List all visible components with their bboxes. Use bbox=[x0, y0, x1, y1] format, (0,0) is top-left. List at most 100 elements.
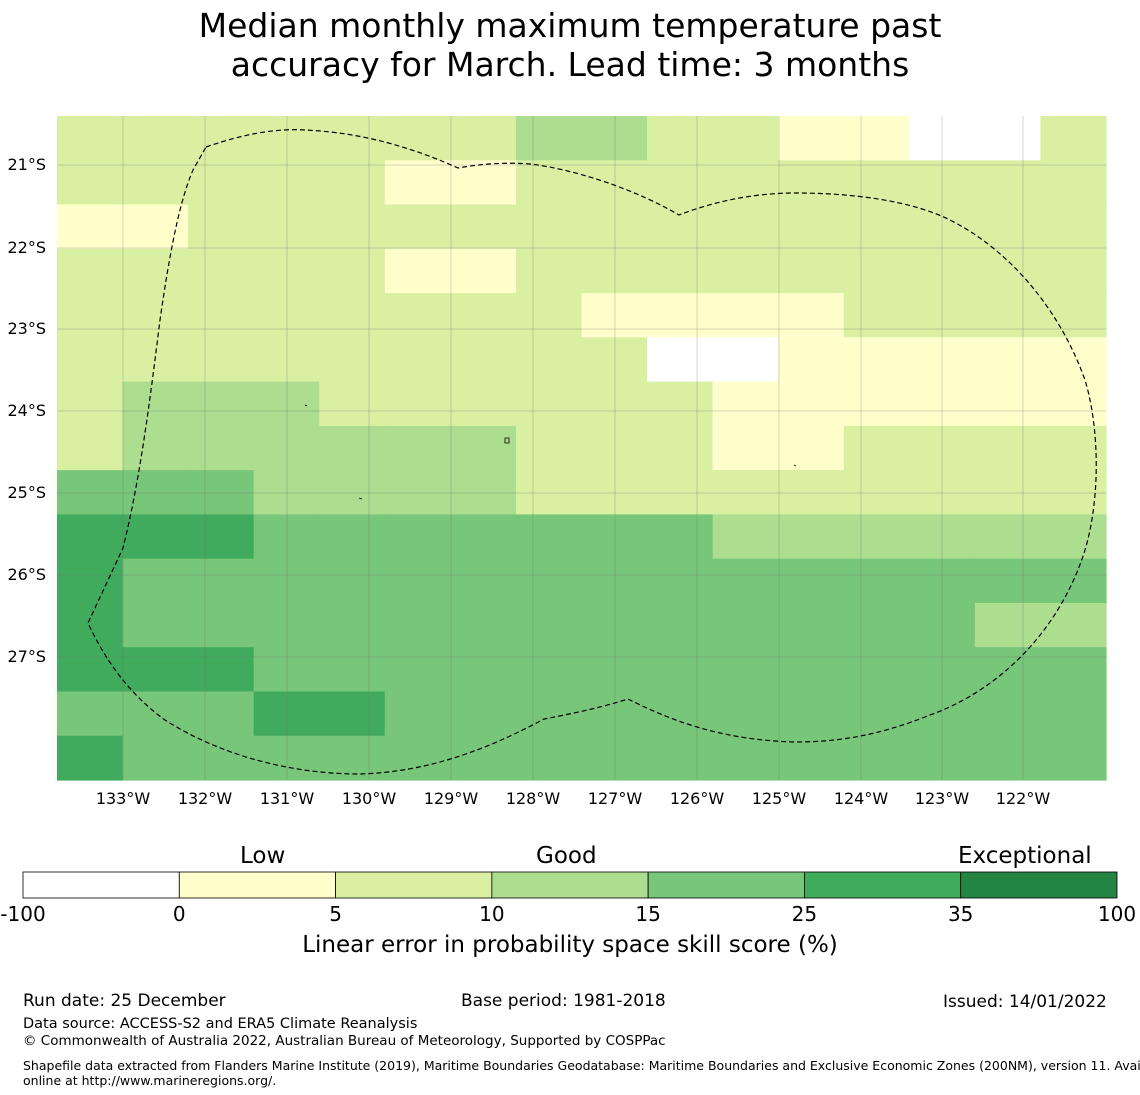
lon-label: 124°W bbox=[833, 789, 889, 808]
grid-cell bbox=[712, 470, 779, 515]
grid-cell bbox=[57, 160, 124, 206]
grid-cell bbox=[909, 691, 976, 737]
colorbar-segment bbox=[178, 871, 336, 899]
lon-label: 132°W bbox=[177, 789, 233, 808]
grid-cell bbox=[778, 116, 845, 161]
grid-cell bbox=[515, 337, 583, 383]
grid-cell bbox=[319, 160, 386, 206]
grid-cell bbox=[909, 735, 976, 781]
lon-label: 126°W bbox=[669, 789, 725, 808]
grid-cell bbox=[647, 337, 714, 383]
grid-cell bbox=[581, 691, 648, 737]
grid-cell bbox=[647, 204, 714, 250]
grid-cell bbox=[1040, 602, 1107, 648]
grid-cell bbox=[1040, 647, 1107, 693]
grid-cell bbox=[647, 602, 714, 648]
grid-cell bbox=[1040, 514, 1107, 560]
copyright: © Commonwealth of Australia 2022, Austra… bbox=[23, 1033, 666, 1049]
grid-cell bbox=[122, 381, 189, 427]
grid-cell bbox=[909, 381, 976, 427]
grid-cell bbox=[778, 248, 845, 294]
colorbar-segment bbox=[804, 871, 962, 899]
grid-cell bbox=[515, 116, 583, 161]
grid-cell bbox=[778, 558, 845, 604]
colorbar bbox=[22, 871, 1118, 899]
island-outline bbox=[793, 464, 797, 467]
grid-cell bbox=[384, 204, 451, 250]
grid-cell bbox=[974, 558, 1042, 604]
grid-cell bbox=[122, 558, 189, 604]
grid-cell bbox=[581, 248, 648, 294]
grid-cell bbox=[647, 160, 714, 206]
lon-label: 130°W bbox=[341, 789, 397, 808]
lon-label: 128°W bbox=[505, 789, 561, 808]
grid-cell bbox=[581, 470, 648, 515]
shapefile-credit: Shapefile data extracted from Flanders M… bbox=[23, 1058, 1140, 1088]
colorbar-tick-label: 15 bbox=[635, 902, 661, 926]
grid-cell bbox=[57, 602, 124, 648]
grid-cell bbox=[1040, 293, 1107, 338]
island-outline bbox=[304, 404, 308, 407]
grid-cell bbox=[843, 337, 910, 383]
grid-cell bbox=[712, 691, 779, 737]
grid-cell bbox=[450, 602, 517, 648]
grid-cell bbox=[581, 293, 648, 338]
colorbar-segment bbox=[22, 871, 180, 899]
grid-cell bbox=[319, 248, 386, 294]
grid-cell bbox=[188, 647, 255, 693]
grid-cell bbox=[515, 558, 583, 604]
island-outline bbox=[504, 437, 510, 444]
grid-cell bbox=[647, 116, 714, 161]
grid-cell bbox=[450, 470, 517, 515]
grid-cell bbox=[319, 647, 386, 693]
grid-cell bbox=[581, 160, 648, 206]
grid-cell bbox=[974, 337, 1042, 383]
grid-cell bbox=[384, 425, 451, 471]
colorbar-tick-label: 0 bbox=[172, 902, 186, 926]
grid-cell bbox=[647, 381, 714, 427]
grid-cell bbox=[581, 602, 648, 648]
grid-cell bbox=[188, 248, 255, 294]
map-title-line-1: Median monthly maximum temperature past bbox=[198, 6, 942, 45]
grid-cell bbox=[122, 116, 189, 161]
grid-cell bbox=[712, 293, 779, 338]
grid-cell bbox=[450, 116, 517, 161]
grid-cell bbox=[384, 647, 451, 693]
grid-cell bbox=[778, 425, 845, 471]
grid-cell bbox=[843, 160, 910, 206]
grid-cell bbox=[384, 514, 451, 560]
grid-cell bbox=[57, 248, 124, 294]
grid-cell bbox=[843, 735, 910, 781]
grid-cell bbox=[974, 381, 1042, 427]
grid-cell bbox=[450, 691, 517, 737]
grid-cell bbox=[712, 116, 779, 161]
island-outline bbox=[358, 497, 363, 500]
grid-cell bbox=[515, 293, 583, 338]
grid-cell bbox=[122, 337, 189, 383]
grid-cell bbox=[319, 558, 386, 604]
colorbar-tick-label: 35 bbox=[947, 902, 974, 926]
lat-label: 24°S bbox=[7, 401, 46, 420]
grid-cell bbox=[647, 558, 714, 604]
lat-label: 23°S bbox=[7, 319, 46, 338]
colorbar-tick-label: 100 bbox=[1097, 902, 1137, 926]
skill-grid-cells bbox=[57, 116, 1107, 781]
grid-cell bbox=[384, 558, 451, 604]
grid-cell bbox=[843, 470, 910, 515]
grid-cell bbox=[712, 204, 779, 250]
grid-cell bbox=[1040, 160, 1107, 206]
grid-cell bbox=[909, 602, 976, 648]
grid-cell bbox=[712, 381, 779, 427]
colorbar-tick-label: 5 bbox=[329, 902, 342, 926]
grid-cell bbox=[515, 204, 583, 250]
colorbar-segment bbox=[335, 871, 493, 899]
colorbar-category-low: Low bbox=[240, 843, 286, 869]
grid-cell bbox=[1040, 337, 1107, 383]
grid-cell bbox=[319, 116, 386, 161]
grid-cell bbox=[122, 425, 189, 471]
colorbar-category-exceptional: Exceptional bbox=[958, 843, 1092, 869]
run-date: Run date: 25 December bbox=[23, 991, 226, 1011]
grid-cell bbox=[319, 691, 386, 737]
grid-cell bbox=[515, 248, 583, 294]
grid-cell bbox=[319, 602, 386, 648]
